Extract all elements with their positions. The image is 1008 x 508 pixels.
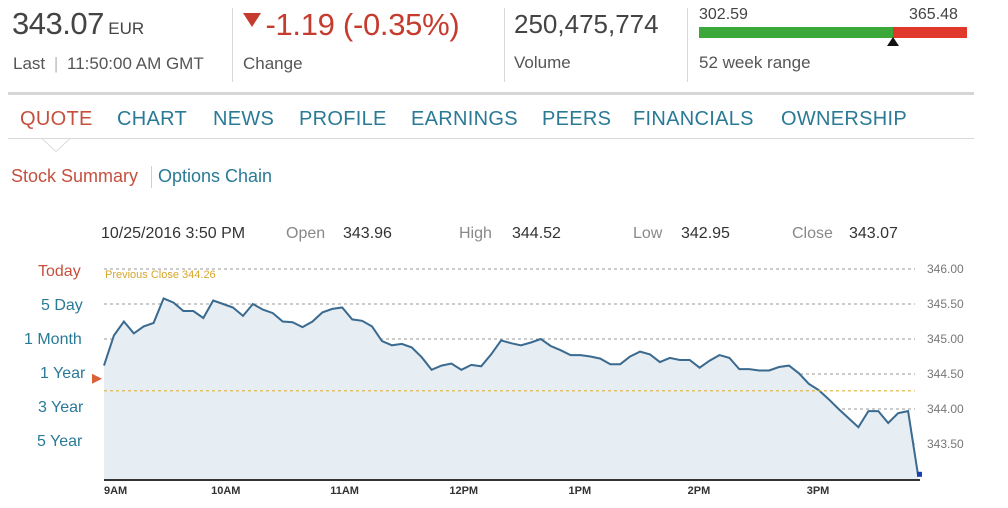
previous-close-arrow-icon [92, 373, 102, 384]
tab-news[interactable]: NEWS [213, 108, 275, 130]
header-divider [8, 92, 974, 95]
change-value: -1.19 (-0.35%) [265, 7, 460, 42]
range-1-year[interactable]: 1 Year [40, 365, 86, 382]
open-value: 343.96 [343, 225, 392, 242]
low-label: Low [633, 225, 663, 242]
price-chart[interactable]: Previous Close 344.26 346.00 345.50 345.00… [0, 250, 1008, 508]
y-tick-label: 345.00 [927, 332, 964, 346]
price-area [104, 298, 918, 479]
range-today[interactable]: Today [38, 263, 81, 280]
x-tick-label: 9AM [104, 485, 127, 497]
range-3-year[interactable]: 3 Year [38, 399, 84, 416]
range-marker-icon [887, 37, 900, 46]
subtab-divider [151, 166, 152, 188]
tab-earnings[interactable]: EARNINGS [411, 108, 518, 130]
range-1-month[interactable]: 1 Month [24, 331, 82, 348]
change-block: -1.19 (-0.35%) Change [233, 0, 503, 82]
open-label: Open [286, 225, 326, 242]
close-label: Close [792, 225, 833, 242]
chart-datetime: 10/25/2016 3:50 PM [101, 225, 246, 242]
y-tick-label: 344.50 [927, 367, 964, 381]
y-tick-label: 345.50 [927, 297, 964, 311]
range-5-day[interactable]: 5 Day [41, 297, 83, 314]
y-tick-label: 346.00 [927, 262, 964, 276]
subtab-stock-summary[interactable]: Stock Summary [11, 166, 139, 186]
range-bar-high [893, 27, 967, 38]
close-value: 343.07 [849, 225, 898, 242]
range-low: 302.59 [699, 6, 748, 23]
tab-ownership[interactable]: OWNERSHIP [781, 108, 908, 130]
volume-value: 250,475,774 [514, 9, 659, 39]
active-tab-pointer-fill [43, 139, 69, 151]
down-arrow-icon [243, 13, 261, 27]
currency: EUR [108, 19, 145, 38]
price-line [103, 297, 919, 475]
volume-block: 250,475,774 Volume [505, 0, 685, 82]
volume-label: Volume [514, 53, 571, 72]
divider [687, 8, 688, 82]
tab-underline [8, 138, 974, 139]
divider [232, 8, 233, 82]
high-label: High [459, 225, 492, 242]
last-time: 11:50:00 AM GMT [67, 54, 204, 73]
tab-quote[interactable]: QUOTE [20, 108, 93, 130]
x-tick-label: 10AM [211, 485, 240, 497]
last-price: 343.07 [12, 6, 104, 41]
x-tick-label: 3PM [807, 485, 830, 497]
tab-peers[interactable]: PEERS [542, 108, 612, 130]
x-tick-label: 11AM [330, 485, 359, 497]
last-point-marker [917, 471, 922, 477]
last-price-block: 343.07 EUR Last | 11:50:00 AM GMT [12, 6, 204, 73]
tab-profile[interactable]: PROFILE [299, 108, 387, 130]
subtab-options-chain[interactable]: Options Chain [158, 166, 273, 186]
x-tick-label: 2PM [688, 485, 711, 497]
y-tick-label: 343.50 [927, 437, 964, 451]
range-label: 52 week range [699, 53, 811, 72]
low-value: 342.95 [681, 225, 730, 242]
x-tick-label: 1PM [568, 485, 591, 497]
high-value: 344.52 [512, 225, 561, 242]
x-tick-label: 12PM [449, 485, 478, 497]
tab-chart[interactable]: CHART [117, 108, 188, 130]
tab-financials[interactable]: FINANCIALS [633, 108, 754, 130]
range-high: 365.48 [909, 6, 958, 23]
range-bar-low [699, 27, 894, 38]
previous-close-label: Previous Close 344.26 [105, 269, 216, 281]
range-5-year[interactable]: 5 Year [37, 433, 83, 450]
change-label: Change [243, 54, 303, 73]
y-tick-label: 344.00 [927, 402, 964, 416]
divider [504, 8, 505, 82]
last-label: Last [13, 54, 46, 73]
